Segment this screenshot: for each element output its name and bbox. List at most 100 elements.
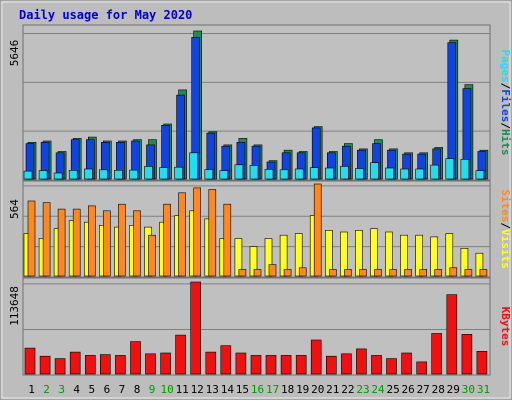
bar-kbytes-4 [69, 351, 81, 375]
day-label-2: 2 [43, 383, 50, 396]
legend-entry-hits: Hits [499, 129, 512, 156]
bar-visits-29 [445, 233, 454, 277]
bar-sites-13 [208, 189, 217, 277]
bar-visits-22 [340, 231, 348, 277]
bar-kbytes-26 [401, 352, 412, 375]
bar-sites-21 [328, 269, 337, 277]
bar-pages-15 [234, 164, 244, 180]
bar-kbytes-8 [130, 341, 141, 375]
bar-kbytes-1 [24, 347, 36, 375]
day-label-8: 8 [134, 383, 141, 396]
bar-files-11 [176, 94, 185, 180]
bar-kbytes-15 [235, 352, 247, 375]
day-label-3: 3 [58, 383, 65, 396]
bar-pages-1 [23, 170, 33, 180]
day-label-20: 20 [311, 383, 324, 396]
day-label-7: 7 [119, 383, 126, 396]
bar-pages-24 [370, 162, 379, 180]
series-visits [23, 210, 484, 277]
bar-sites-4 [72, 208, 81, 277]
day-label-19: 19 [296, 383, 309, 396]
bar-pages-14 [219, 170, 229, 180]
legend-top: Pages/Files/Hits [499, 50, 512, 156]
bar-kbytes-2 [39, 355, 51, 375]
bar-kbytes-20 [310, 339, 322, 375]
day-label-14: 14 [221, 383, 235, 396]
bar-sites-11 [178, 192, 186, 277]
series-pages [23, 152, 485, 180]
day-label-4: 4 [73, 383, 80, 396]
bar-sites-24 [374, 269, 382, 277]
bar-pages-26 [400, 168, 409, 180]
day-label-1: 1 [28, 383, 35, 396]
bar-visits-28 [430, 236, 439, 277]
bar-kbytes-16 [250, 355, 262, 375]
bar-visits-30 [460, 248, 469, 277]
day-label-21: 21 [326, 383, 339, 396]
legend-middle: Sites/Visits [499, 189, 512, 269]
bar-kbytes-3 [54, 358, 66, 375]
bar-sites-6 [103, 210, 111, 277]
bar-pages-2 [38, 170, 48, 180]
day-label-6: 6 [104, 383, 111, 396]
series-sites [27, 183, 488, 277]
bar-sites-14 [223, 203, 232, 277]
bar-sites-26 [404, 269, 412, 277]
day-label-9: 9 [149, 383, 156, 396]
day-label-25: 25 [386, 383, 399, 396]
bar-pages-27 [415, 168, 425, 180]
bar-kbytes-5 [85, 355, 96, 375]
bar-pages-20 [309, 167, 319, 180]
bar-kbytes-22 [341, 353, 352, 375]
bar-pages-28 [430, 164, 440, 180]
bar-pages-6 [99, 169, 108, 180]
bar-visits-23 [355, 230, 363, 277]
bar-kbytes-12 [190, 281, 201, 375]
y-max-label-bottom: 113648 [8, 286, 21, 326]
bar-sites-27 [419, 269, 428, 277]
bar-sites-25 [389, 269, 397, 277]
bar-kbytes-24 [371, 355, 382, 375]
day-axis: 1 2 3 4 5 6 7 8 9 10 11 12 13 14 15 16 17 18 19 20 21 22 23 24 2… [28, 383, 490, 396]
bar-kbytes-18 [280, 355, 292, 375]
bar-kbytes-6 [100, 354, 111, 375]
bar-pages-19 [294, 168, 304, 180]
day-label-10: 10 [160, 383, 173, 396]
legend-bottom: KBytes [499, 307, 512, 347]
bar-pages-7 [114, 170, 123, 180]
day-label-16: 16 [251, 383, 264, 396]
bar-sites-28 [434, 269, 443, 277]
chart-title: Daily usage for May 2020 [19, 8, 192, 22]
day-label-17: 17 [266, 383, 279, 396]
bar-visits-21 [324, 230, 333, 277]
legend-entry-sites: Sites [499, 189, 512, 222]
bar-pages-30 [460, 159, 470, 180]
day-label-18: 18 [281, 383, 294, 396]
bar-kbytes-25 [386, 358, 397, 375]
panel-bottom: 113648 KBytes [8, 277, 512, 376]
bar-kbytes-11 [175, 334, 186, 375]
bar-sites-5 [88, 205, 96, 277]
bar-sites-18 [283, 269, 292, 277]
day-label-5: 5 [88, 383, 95, 396]
day-label-15: 15 [236, 383, 249, 396]
bar-kbytes-29 [446, 294, 458, 375]
day-label-28: 28 [432, 383, 445, 396]
bar-pages-16 [249, 165, 259, 180]
bar-pages-25 [385, 167, 394, 180]
bar-pages-17 [264, 169, 274, 180]
bar-pages-8 [129, 169, 138, 180]
legend-entry-separator: / [499, 222, 512, 229]
bar-kbytes-19 [295, 355, 307, 375]
bar-pages-4 [68, 170, 78, 180]
bar-visits-15 [234, 238, 243, 277]
day-label-26: 26 [401, 383, 414, 396]
legend-entry-visits: Visits [499, 229, 512, 269]
bar-pages-22 [340, 166, 349, 180]
series-kbytes [24, 281, 488, 375]
y-max-label-middle: 564 [8, 199, 21, 219]
bar-sites-19 [298, 267, 307, 277]
